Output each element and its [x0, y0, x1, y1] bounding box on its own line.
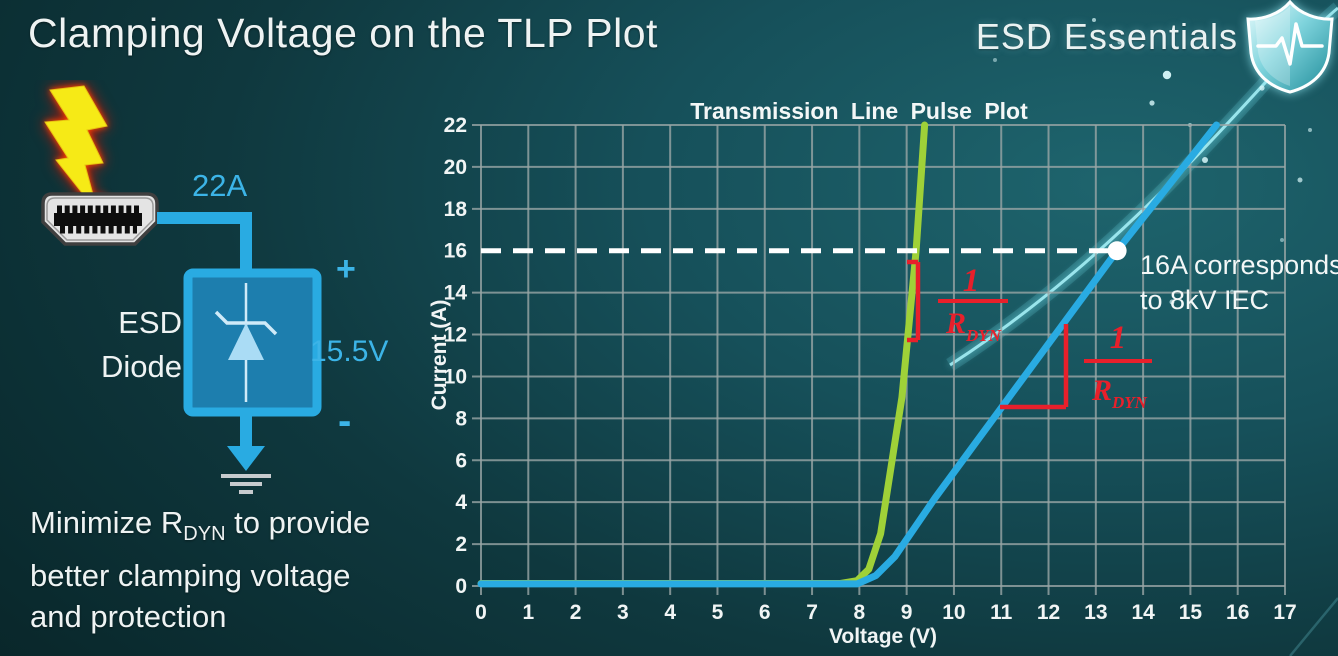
hdmi-connector [41, 192, 159, 246]
svg-text:14: 14 [444, 282, 468, 305]
y-axis-ticks: 0 2 4 6 8 10 12 14 16 18 20 22 [444, 114, 468, 598]
svg-text:9: 9 [901, 601, 913, 624]
svg-text:13: 13 [1084, 601, 1107, 624]
footer-line3: and protection [30, 599, 227, 635]
footer-line1-pre: Minimize R [30, 505, 184, 540]
svg-text:15: 15 [1179, 601, 1203, 624]
chart-series [477, 121, 1220, 588]
svg-text:4: 4 [664, 601, 676, 624]
brand-text: ESD Essentials [975, 16, 1238, 57]
svg-text:14: 14 [1131, 601, 1155, 624]
footer-note: Minimize RDYN to provide better clamping… [30, 502, 450, 637]
wire-top [157, 212, 252, 278]
svg-text:4: 4 [455, 491, 467, 514]
x-axis-title: Voltage (V) [829, 625, 937, 648]
marker-label-line1: 16A corresponds [1140, 250, 1338, 280]
rdyn-fraction-blue: 1 RDYN [1084, 320, 1152, 412]
svg-text:22: 22 [444, 114, 467, 137]
svg-text:0: 0 [455, 575, 467, 598]
svg-text:10: 10 [444, 365, 467, 388]
rdyn-denominator: RDYN [945, 307, 1002, 345]
chart-title: Transmission Line Pulse Plot [690, 98, 1028, 124]
svg-text:7: 7 [806, 601, 818, 624]
svg-text:6: 6 [455, 449, 467, 472]
surge-current-label: 22A [192, 168, 247, 203]
esd-label-line2: Diode [101, 349, 182, 384]
arrow-down-icon [227, 446, 265, 471]
footer-line2: better clamping voltage [30, 558, 351, 594]
svg-text:2: 2 [455, 533, 467, 556]
plus-sign: + [336, 250, 356, 288]
svg-text:5: 5 [712, 601, 724, 624]
rdyn-numerator: 1 [1110, 320, 1127, 356]
slide-title: Clamping Voltage on the TLP Plot [28, 10, 658, 56]
rdyn-fraction-green: 1 RDYN [938, 263, 1008, 345]
slope-annotation-green [907, 259, 921, 343]
threshold-annotation [481, 241, 1127, 261]
esd-diode-box [183, 268, 322, 417]
lightning-bolt-icon [44, 85, 108, 214]
swoosh-corner [1289, 597, 1338, 656]
svg-text:8: 8 [854, 601, 866, 624]
svg-text:12: 12 [1037, 601, 1060, 624]
pulse-line-icon [1256, 22, 1324, 66]
rdyn-denominator: RDYN [1091, 374, 1148, 412]
svg-text:20: 20 [444, 156, 467, 179]
marker-label-line2: to 8kV IEC [1140, 285, 1269, 315]
svg-text:16: 16 [1226, 601, 1249, 624]
esd-essentials-shield-icon [1246, 0, 1334, 94]
svg-text:18: 18 [444, 198, 468, 221]
footer-line1-post: to provide [225, 505, 371, 540]
svg-text:3: 3 [617, 601, 629, 624]
diode-triangle-icon [228, 323, 264, 360]
minus-sign: - [338, 399, 351, 443]
svg-text:2: 2 [570, 601, 582, 624]
svg-text:8: 8 [455, 407, 467, 430]
esd-protection-diagram: 22A ESD Diode + 15.5V - [41, 85, 388, 494]
svg-text:6: 6 [759, 601, 771, 624]
x-axis-ticks: 0 1 2 3 4 5 6 7 8 9 10 11 12 13 14 15 16 17 [475, 601, 1297, 624]
svg-text:10: 10 [942, 601, 965, 624]
clamp-voltage-label: 15.5V [310, 335, 388, 368]
y-axis-title: Current (A) [430, 300, 451, 411]
footer-line1-sub: DYN [183, 523, 226, 546]
svg-text:1: 1 [522, 601, 534, 624]
svg-text:16: 16 [444, 240, 467, 263]
svg-text:11: 11 [990, 601, 1013, 624]
esd-label-line1: ESD [118, 305, 182, 340]
rdyn-numerator: 1 [963, 263, 980, 299]
ground-symbol [221, 410, 271, 494]
svg-text:12: 12 [444, 324, 467, 347]
svg-text:0: 0 [475, 601, 487, 624]
slope-annotation-blue [1000, 324, 1069, 410]
svg-text:17: 17 [1273, 601, 1296, 624]
chart-grid [472, 124, 1286, 595]
